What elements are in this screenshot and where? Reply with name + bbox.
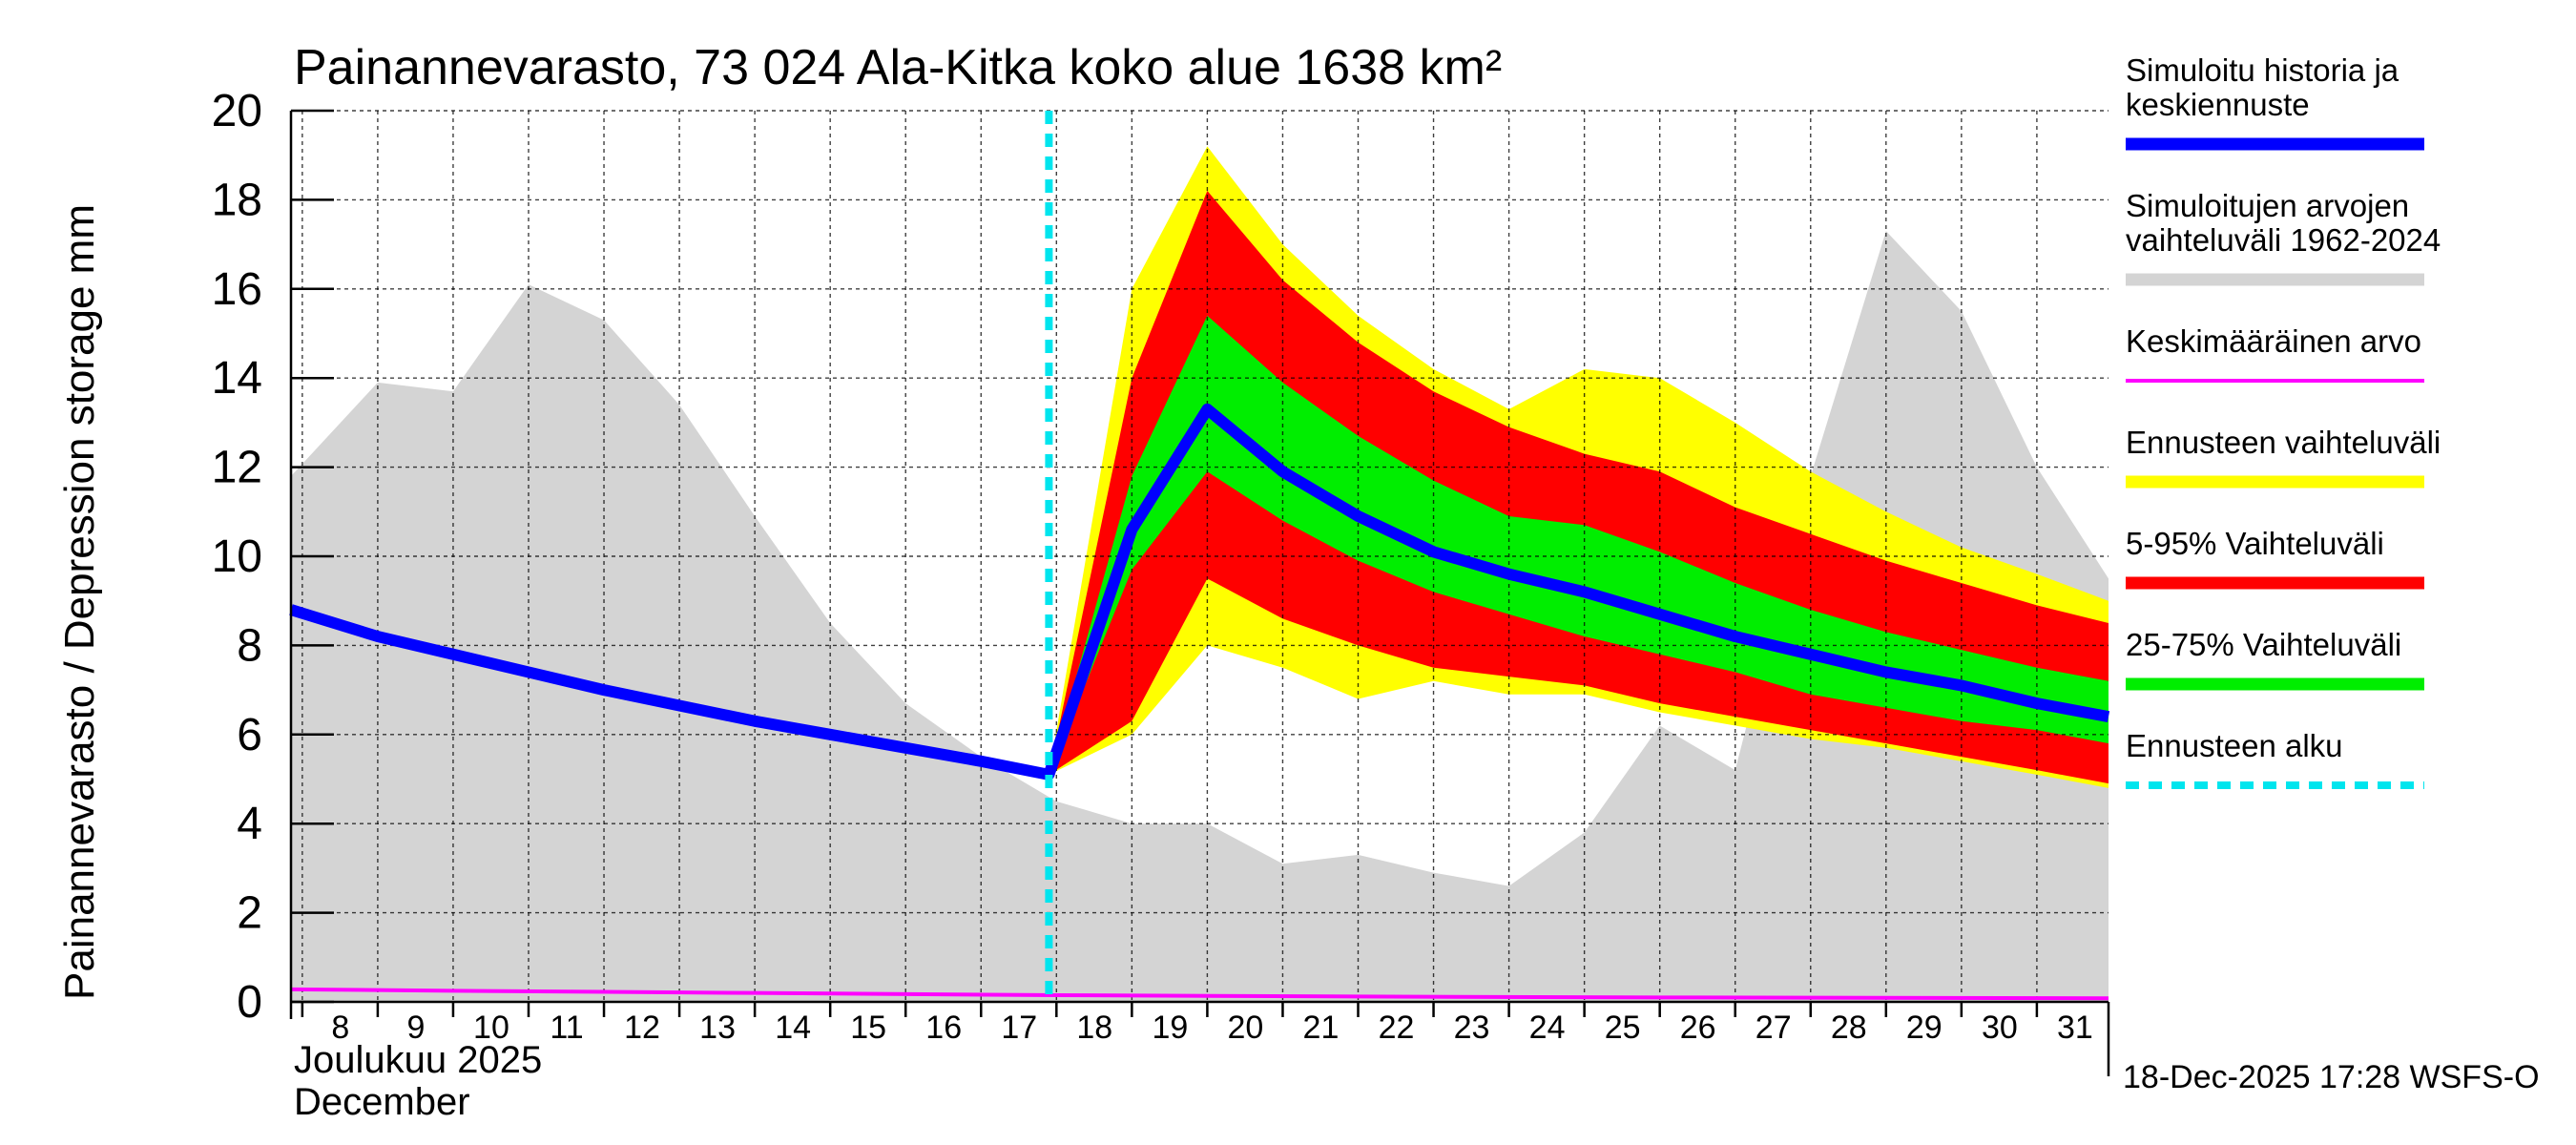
y-tick-label-2: 2 (237, 888, 262, 939)
x-tick-label-11: 11 (550, 1010, 583, 1046)
y-axis-label: Painannevarasto / Depression storage mm (56, 204, 103, 1000)
x-tick-label-22: 22 (1379, 1010, 1415, 1046)
x-tick-label-12: 12 (624, 1010, 660, 1046)
x-tick-label-18: 18 (1076, 1010, 1112, 1046)
chart-title: Painannevarasto, 73 024 Ala-Kitka koko a… (294, 40, 1502, 95)
x-tick-label-25: 25 (1605, 1010, 1641, 1046)
x-tick-label-15: 15 (850, 1010, 886, 1046)
legend-label-6-0: Ennusteen alku (2126, 728, 2343, 763)
timestamp-footer: 18-Dec-2025 17:28 WSFS-O (2123, 1059, 2540, 1095)
line-layer (289, 111, 2110, 1002)
y-tick-label-18: 18 (212, 175, 262, 225)
legend-label-0-0: Simuloitu historia ja (2126, 52, 2399, 88)
y-tick-label-20: 20 (212, 86, 262, 136)
x-tick-label-27: 27 (1755, 1010, 1792, 1046)
x-tick-label-23: 23 (1454, 1010, 1490, 1046)
legend-label-0-1: keskiennuste (2126, 87, 2310, 122)
y-tick-label-4: 4 (237, 799, 262, 849)
y-tick-label-16: 16 (212, 264, 262, 315)
x-tick-label-9: 9 (406, 1010, 425, 1046)
x-tick-label-16: 16 (925, 1010, 962, 1046)
x-tick-label-14: 14 (775, 1010, 811, 1046)
y-tick-label-8: 8 (237, 620, 262, 671)
x-tick-label-20: 20 (1227, 1010, 1263, 1046)
y-tick-label-0: 0 (237, 977, 262, 1028)
y-tick-label-6: 6 (237, 710, 262, 760)
x-tick-label-30: 30 (1982, 1010, 2018, 1046)
legend-label-2-0: Keskimääräinen arvo (2126, 323, 2421, 359)
month-label-fi: Joulukuu 2025 (294, 1039, 542, 1081)
y-tick-label-10: 10 (212, 531, 262, 582)
x-tick-label-24: 24 (1529, 1010, 1566, 1046)
x-tick-label-8: 8 (331, 1010, 349, 1046)
y-tick-label-14: 14 (212, 353, 262, 404)
grid-layer (291, 110, 2109, 1002)
x-tick-label-26: 26 (1680, 1010, 1716, 1046)
mean-line (290, 987, 2109, 1001)
median-line (289, 403, 2110, 781)
legend-label-5-0: 25-75% Vaihteluväli (2126, 627, 2401, 662)
axes-layer (289, 109, 2110, 1076)
y-tick-label-12: 12 (212, 443, 262, 493)
x-tick-label-28: 28 (1831, 1010, 1867, 1046)
x-tick-label-17: 17 (1001, 1010, 1037, 1046)
legend-label-4-0: 5-95% Vaihteluväli (2126, 526, 2384, 561)
month-label-en: December (294, 1081, 470, 1123)
legend-label-1-1: vaihteluväli 1962-2024 (2126, 222, 2441, 258)
legend-label-1-0: Simuloitujen arvojen (2126, 188, 2409, 223)
x-tick-label-29: 29 (1906, 1010, 1942, 1046)
band-layer (291, 146, 2109, 1003)
x-tick-label-21: 21 (1303, 1010, 1340, 1046)
x-tick-label-13: 13 (699, 1010, 736, 1046)
legend-label-3-0: Ennusteen vaihteluväli (2126, 425, 2441, 460)
band-history_range (291, 231, 2109, 1003)
x-tick-label-31: 31 (2057, 1010, 2093, 1046)
x-tick-label-19: 19 (1152, 1010, 1188, 1046)
x-tick-label-10: 10 (473, 1010, 509, 1046)
